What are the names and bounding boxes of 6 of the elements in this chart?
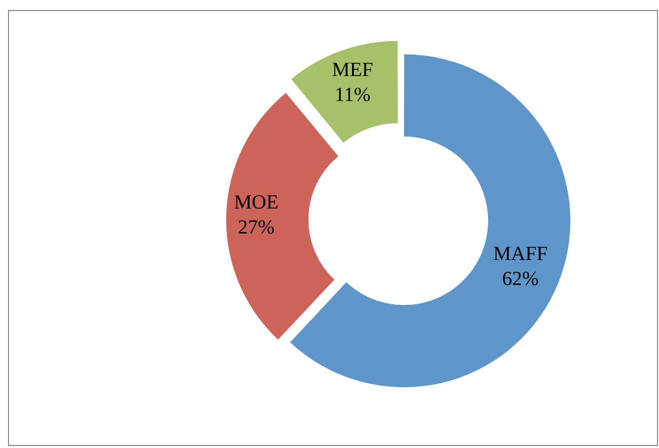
slice-label: MEF <box>332 59 374 81</box>
data-label: 27% <box>238 216 275 239</box>
slice-label: MAFF <box>493 243 548 266</box>
data-label: 11% <box>334 84 371 106</box>
data-label: 62% <box>502 268 539 290</box>
slice-label: MOE <box>234 192 278 214</box>
